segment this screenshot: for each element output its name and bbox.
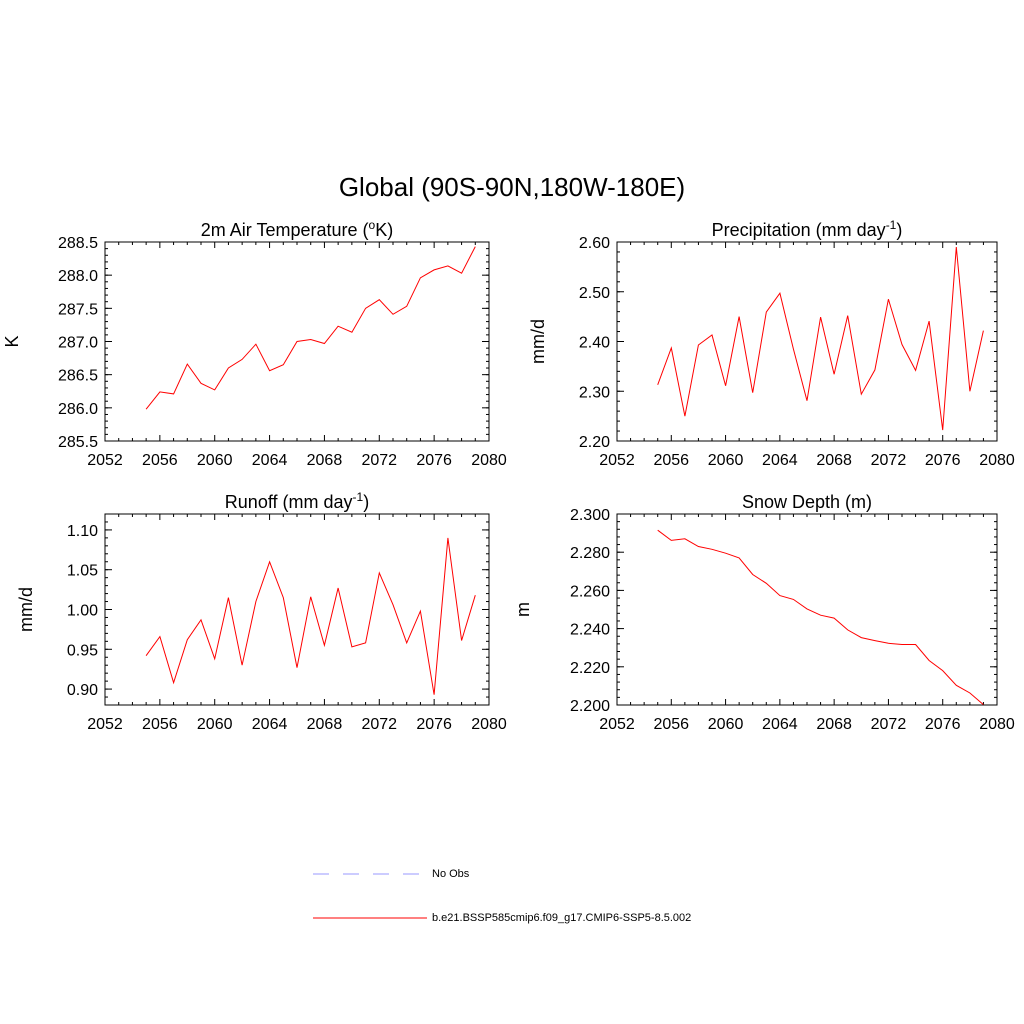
legend-label-no-obs: No Obs: [432, 868, 470, 880]
series-line-runoff: [145, 537, 476, 695]
x-tick-label: 2060: [708, 452, 744, 469]
y-tick-label: 286.5: [58, 368, 98, 385]
legend-label-model: b.e21.BSSP585cmip6.f09_g17.CMIP6-SSP5-8.…: [432, 912, 691, 924]
y-tick-label: 0.90: [67, 682, 98, 699]
x-tick-label: 2076: [925, 452, 961, 469]
y-tick-label: 288.5: [58, 235, 98, 252]
panel-title-precipitation: Precipitation (mm day-1): [712, 218, 903, 240]
panel-snow-depth: 2052 2056 2060 2064 2068 2072 2076 2080 2.200 2.2…: [513, 492, 1015, 733]
x-tick-label: 2056: [142, 452, 178, 469]
x-tick-label: 2072: [361, 452, 397, 469]
x-tick-label: 2056: [142, 716, 178, 733]
panel-temperature: 2052 2056 2060 2064 2068 2072 2076 2080 285.5 286…: [2, 218, 507, 469]
x-tick-label: 2076: [416, 716, 452, 733]
x-tick-label: 2052: [87, 452, 123, 469]
panel-runoff: 2052 2056 2060 2064 2068 2072 2076 2080 0.90 0.95…: [16, 490, 507, 733]
x-tick-label: 2076: [925, 716, 961, 733]
panel-precipitation: 2052 2056 2060 2064 2068 2072 2076 2080 2.20 2.30…: [528, 218, 1015, 469]
series-line-precipitation: [657, 246, 984, 431]
x-tick-label: 2072: [871, 452, 907, 469]
x-tick-label: 2056: [653, 452, 689, 469]
y-tick-label: 1.10: [67, 523, 98, 540]
y-tick-label: 0.95: [67, 642, 98, 659]
panel-title-temperature: 2m Air Temperature (oK): [201, 218, 393, 240]
y-tick-label: 2.30: [579, 384, 610, 401]
y-tick-label: 2.280: [570, 545, 610, 562]
y-tick-label: 1.00: [67, 603, 98, 620]
panel-title-runoff: Runoff (mm day-1): [225, 490, 369, 512]
x-tick-label: 2064: [762, 452, 798, 469]
figure-title: Global (90S-90N,180W-180E): [339, 172, 685, 202]
x-tick-label: 2068: [816, 452, 852, 469]
y-tick-label: 287.5: [58, 301, 98, 318]
x-tick-label: 2052: [599, 716, 635, 733]
panel-title-snow-depth: Snow Depth (m): [742, 492, 872, 512]
x-tick-label: 2052: [87, 716, 123, 733]
y-tick-label: 2.50: [579, 285, 610, 302]
y-axis-label-snow-depth: m: [513, 602, 533, 617]
y-tick-label: 2.240: [570, 622, 610, 639]
y-tick-label: 2.40: [579, 335, 610, 352]
x-tick-label: 2080: [979, 452, 1015, 469]
y-tick-label: 2.20: [579, 434, 610, 451]
series-line-temperature: [145, 246, 476, 410]
x-tick-label: 2068: [307, 452, 343, 469]
x-tick-label: 2056: [653, 716, 689, 733]
x-tick-label: 2068: [816, 716, 852, 733]
x-tick-label: 2064: [762, 716, 798, 733]
y-axis-label-runoff: mm/d: [16, 587, 36, 632]
x-tick-label: 2068: [307, 716, 343, 733]
x-tick-label: 2072: [361, 716, 397, 733]
x-tick-label: 2064: [252, 452, 288, 469]
series-line-snow-depth: [657, 529, 984, 705]
x-tick-label: 2060: [197, 452, 233, 469]
y-tick-label: 286.0: [58, 401, 98, 418]
x-tick-label: 2060: [197, 716, 233, 733]
x-tick-label: 2080: [979, 716, 1015, 733]
y-tick-label: 2.200: [570, 698, 610, 715]
y-tick-label: 285.5: [58, 434, 98, 451]
x-tick-label: 2052: [599, 452, 635, 469]
y-tick-label: 2.60: [579, 235, 610, 252]
panels: 2052 2056 2060 2064 2068 2072 2076 2080 285.5 286…: [2, 218, 1015, 733]
y-tick-label: 2.300: [570, 507, 610, 524]
y-tick-label: 287.0: [58, 335, 98, 352]
y-tick-label: 2.220: [570, 660, 610, 677]
legend: No Obs b.e21.BSSP585cmip6.f09_g17.CMIP6-…: [313, 868, 691, 924]
x-tick-label: 2060: [708, 716, 744, 733]
x-tick-label: 2080: [471, 716, 507, 733]
y-tick-label: 288.0: [58, 268, 98, 285]
y-tick-label: 1.05: [67, 563, 98, 580]
x-tick-label: 2064: [252, 716, 288, 733]
x-tick-label: 2080: [471, 452, 507, 469]
y-tick-label: 2.260: [570, 583, 610, 600]
x-tick-label: 2072: [871, 716, 907, 733]
plot-frame-snow-depth: [616, 513, 998, 706]
y-axis-label-temperature: K: [2, 335, 22, 347]
y-axis-label-precipitation: mm/d: [528, 319, 548, 364]
x-tick-label: 2076: [416, 452, 452, 469]
